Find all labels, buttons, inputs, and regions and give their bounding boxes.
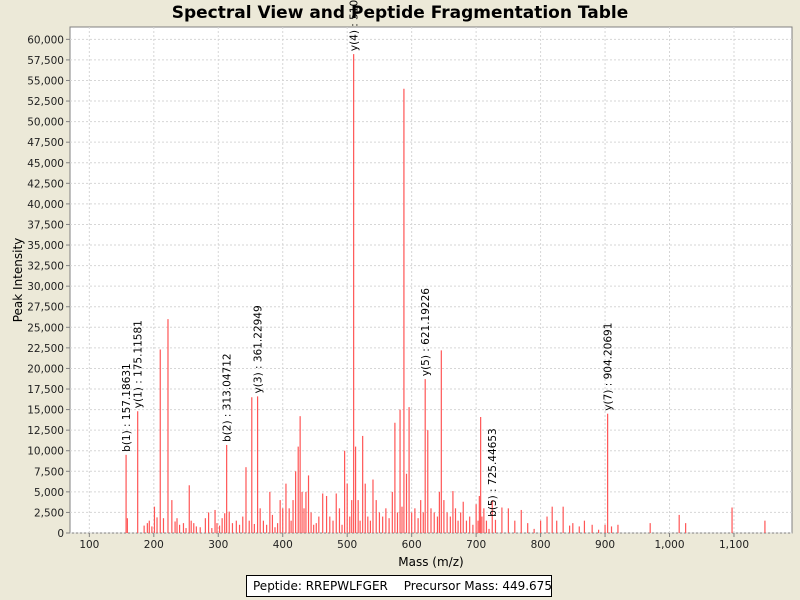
y-tick-label: 20,000 bbox=[27, 363, 64, 375]
fragment-label: y(4) : 510.25342 bbox=[349, 0, 361, 51]
fragment-label: b(2) : 313.04712 bbox=[222, 353, 234, 442]
y-tick-label: 60,000 bbox=[27, 34, 64, 46]
y-tick-label: 50,000 bbox=[27, 117, 64, 129]
y-tick-label: 57,500 bbox=[27, 55, 64, 67]
x-tick-label: 900 bbox=[595, 539, 615, 551]
y-tick-label: 25,000 bbox=[27, 322, 64, 334]
x-axis: 100 200 300 400 500 600 700 800 900 1,000 1,100 bbox=[79, 533, 749, 551]
x-tick-label: 200 bbox=[144, 539, 164, 551]
y-tick-label: 5,000 bbox=[34, 487, 64, 499]
x-tick-label: 400 bbox=[273, 539, 293, 551]
fragment-label: y(3) : 361.22949 bbox=[253, 305, 265, 393]
y-axis: 0 2,500 5,000 7,500 10,000 12,500 15,000 17,500… bbox=[27, 34, 70, 540]
y-tick-label: 2,500 bbox=[34, 507, 64, 519]
x-tick-label: 800 bbox=[531, 539, 551, 551]
fragment-label: y(1) : 175.11581 bbox=[133, 320, 145, 408]
y-tick-label: 30,000 bbox=[27, 281, 64, 293]
y-tick-label: 32,500 bbox=[27, 261, 64, 273]
y-tick-label: 47,500 bbox=[27, 137, 64, 149]
y-tick-label: 45,000 bbox=[27, 158, 64, 170]
x-tick-label: 1,000 bbox=[654, 539, 684, 551]
y-tick-label: 7,500 bbox=[34, 466, 64, 478]
y-tick-label: 55,000 bbox=[27, 75, 64, 87]
y-tick-label: 22,500 bbox=[27, 343, 64, 355]
grid-lines bbox=[70, 27, 792, 534]
x-tick-label: 600 bbox=[402, 539, 422, 551]
y-tick-label: 35,000 bbox=[27, 240, 64, 252]
fragment-label: b(5) : 725.44653 bbox=[487, 428, 499, 517]
x-tick-label: 100 bbox=[79, 539, 99, 551]
x-tick-label: 1,100 bbox=[719, 539, 749, 551]
y-axis-title: Peak Intensity bbox=[11, 238, 25, 323]
peptide-sequence: Peptide: RREPWLFGER bbox=[253, 579, 388, 593]
y-tick-label: 15,000 bbox=[27, 405, 64, 417]
peptide-legend: Peptide: RREPWLFGER Precursor Mass: 449.… bbox=[246, 575, 552, 597]
y-tick-label: 42,500 bbox=[27, 178, 64, 190]
fragment-label: b(1) : 157.18631 bbox=[121, 363, 133, 452]
y-tick-label: 0 bbox=[57, 528, 64, 540]
peak-bars bbox=[125, 54, 766, 533]
plot-area bbox=[69, 26, 793, 534]
x-tick-label: 700 bbox=[466, 539, 486, 551]
y-tick-label: 17,500 bbox=[27, 384, 64, 396]
y-tick-label: 40,000 bbox=[27, 199, 64, 211]
y-tick-label: 52,500 bbox=[27, 96, 64, 108]
y-tick-label: 27,500 bbox=[27, 302, 64, 314]
y-tick-label: 12,500 bbox=[27, 425, 64, 437]
y-tick-label: 10,000 bbox=[27, 446, 64, 458]
fragment-annotations: b(1) : 157.18631 y(1) : 175.11581 b(2) : 3… bbox=[121, 0, 615, 517]
chart-title: Spectral View and Peptide Fragmentation … bbox=[171, 3, 629, 23]
precursor-mass: Precursor Mass: 449.675 bbox=[403, 579, 552, 593]
x-axis-title: Mass (m/z) bbox=[398, 555, 463, 569]
fragment-label: y(5) : 621.19226 bbox=[420, 288, 432, 376]
x-tick-label: 300 bbox=[208, 539, 228, 551]
y-tick-label: 37,500 bbox=[27, 219, 64, 231]
x-tick-label: 500 bbox=[337, 539, 357, 551]
fragment-label: y(7) : 904.20691 bbox=[603, 323, 615, 411]
